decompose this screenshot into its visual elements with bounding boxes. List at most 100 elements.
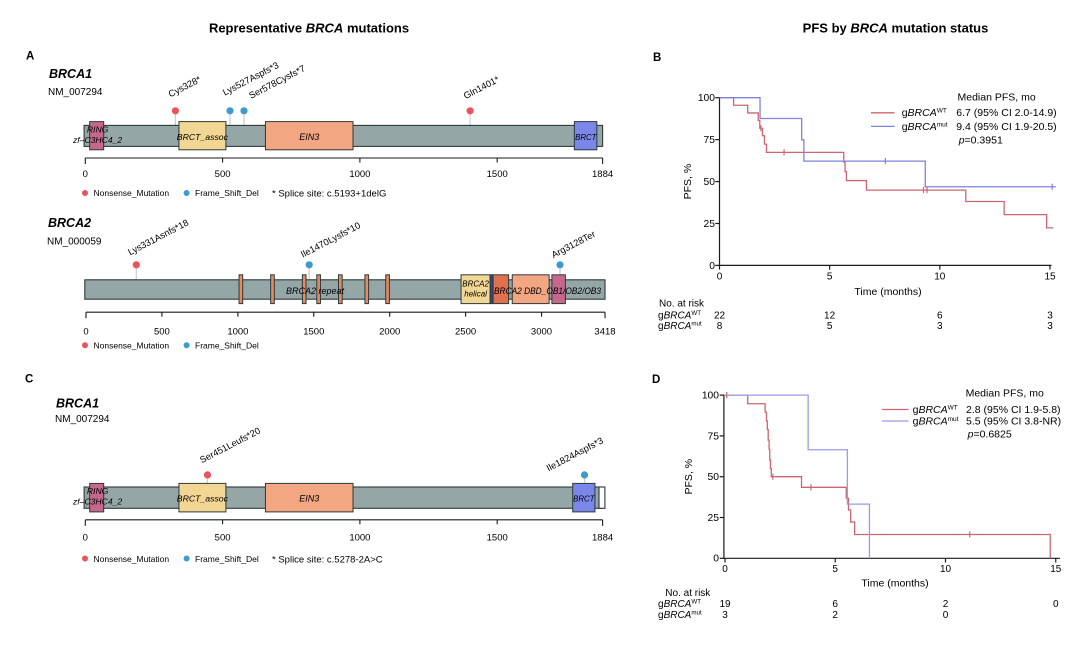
- svg-text:1500: 1500: [487, 169, 508, 180]
- svg-text:0: 0: [83, 327, 88, 338]
- svg-text:No. at risk: No. at risk: [659, 298, 705, 309]
- svg-text:gBRCAWT: gBRCAWT: [913, 404, 958, 416]
- svg-text:Representative BRCA mutations: Representative BRCA mutations: [209, 21, 409, 36]
- svg-text:12: 12: [824, 310, 836, 321]
- svg-text:9.4 (95% CI 1.9-20.5): 9.4 (95% CI 1.9-20.5): [956, 121, 1056, 133]
- svg-text:25: 25: [708, 513, 720, 524]
- svg-text:PFS, %: PFS, %: [682, 164, 694, 200]
- svg-text:0: 0: [722, 564, 728, 575]
- svg-text:50: 50: [708, 472, 720, 483]
- svg-text:p=0.3951: p=0.3951: [958, 134, 1003, 146]
- svg-text:BRCT_assoc: BRCT_assoc: [177, 132, 229, 142]
- svg-text:NM_007294: NM_007294: [55, 414, 110, 425]
- svg-text:helical: helical: [464, 290, 487, 299]
- svg-text:2: 2: [832, 610, 838, 621]
- svg-text:EIN3: EIN3: [299, 494, 319, 504]
- svg-text:0: 0: [943, 610, 949, 621]
- svg-text:500: 500: [215, 169, 231, 180]
- svg-text:0: 0: [709, 261, 715, 272]
- svg-text:gBRCAWT: gBRCAWT: [658, 310, 701, 321]
- svg-text:BRCA1: BRCA1: [49, 67, 92, 81]
- svg-text:BRCA1: BRCA1: [56, 397, 99, 411]
- svg-text:1000: 1000: [227, 327, 248, 338]
- svg-text:5: 5: [827, 321, 833, 332]
- svg-text:6.7 (95% CI 2.0-14.9): 6.7 (95% CI 2.0-14.9): [956, 107, 1056, 119]
- svg-text:BRCA2 repeat: BRCA2 repeat: [286, 286, 345, 296]
- svg-text:Frame_Shift_Del: Frame_Shift_Del: [195, 341, 259, 351]
- svg-text:PFS by BRCA mutation status: PFS by BRCA mutation status: [803, 21, 989, 36]
- svg-text:* Splice site: c.5193+1delG: * Splice site: c.5193+1delG: [272, 189, 386, 200]
- svg-text:D: D: [652, 374, 660, 386]
- svg-text:RING: RING: [87, 124, 109, 134]
- svg-text:Median PFS, mo: Median PFS, mo: [958, 91, 1036, 103]
- svg-text:zf–C3HC4_2: zf–C3HC4_2: [72, 497, 122, 507]
- svg-text:zf–C3HC4_2: zf–C3HC4_2: [72, 135, 122, 145]
- svg-text:Frame_Shift_Del: Frame_Shift_Del: [195, 554, 259, 564]
- svg-text:gBRCAmut: gBRCAmut: [658, 321, 702, 332]
- svg-text:75: 75: [708, 431, 720, 442]
- svg-text:50: 50: [704, 177, 716, 188]
- svg-text:Nonsense_Mutation: Nonsense_Mutation: [94, 341, 170, 351]
- svg-text:2.8 (95% CI 1.9-5.8): 2.8 (95% CI 1.9-5.8): [966, 404, 1061, 416]
- svg-text:0: 0: [83, 169, 88, 180]
- svg-text:3: 3: [1047, 321, 1053, 332]
- svg-text:BRCA2: BRCA2: [48, 216, 91, 230]
- svg-text:3: 3: [937, 321, 943, 332]
- svg-text:B: B: [653, 52, 661, 64]
- svg-text:2500: 2500: [455, 327, 476, 338]
- svg-text:100: 100: [698, 93, 715, 104]
- svg-text:100: 100: [702, 391, 719, 402]
- svg-text:3: 3: [722, 610, 728, 621]
- svg-text:C: C: [25, 374, 33, 386]
- svg-text:2: 2: [943, 599, 949, 610]
- svg-text:19: 19: [719, 599, 731, 610]
- svg-text:gBRCAWT: gBRCAWT: [902, 107, 947, 119]
- svg-text:BRCA2 DBD_OB1/OB2/OB3: BRCA2 DBD_OB1/OB2/OB3: [494, 286, 601, 296]
- svg-text:1500: 1500: [303, 327, 324, 338]
- svg-text:10: 10: [940, 564, 952, 575]
- svg-text:* Splice site: c.5278-2A>C: * Splice site: c.5278-2A>C: [272, 554, 383, 565]
- svg-text:1500: 1500: [487, 533, 508, 544]
- svg-text:10: 10: [934, 272, 946, 283]
- svg-text:15: 15: [1044, 272, 1056, 283]
- svg-text:0: 0: [1053, 599, 1059, 610]
- svg-text:BRCT: BRCT: [575, 133, 597, 142]
- svg-text:5.5 (95% CI 3.8-NR): 5.5 (95% CI 3.8-NR): [966, 416, 1061, 428]
- svg-text:RING: RING: [87, 486, 109, 496]
- svg-text:Frame_Shift_Del: Frame_Shift_Del: [195, 188, 259, 198]
- svg-text:Nonsense_Mutation: Nonsense_Mutation: [94, 188, 170, 198]
- svg-text:PFS, %: PFS, %: [683, 459, 695, 495]
- svg-text:EIN3: EIN3: [299, 132, 319, 142]
- svg-text:NM_000059: NM_000059: [47, 237, 102, 248]
- svg-text:5: 5: [832, 564, 838, 575]
- svg-text:1884: 1884: [592, 533, 613, 544]
- svg-text:3000: 3000: [531, 327, 552, 338]
- svg-text:Median PFS, mo: Median PFS, mo: [966, 388, 1044, 400]
- svg-text:15: 15: [1050, 564, 1062, 575]
- svg-text:75: 75: [704, 135, 716, 146]
- svg-text:No. at risk: No. at risk: [665, 588, 711, 599]
- svg-text:BRCA2: BRCA2: [462, 280, 489, 289]
- svg-text:6: 6: [832, 599, 838, 610]
- svg-text:8: 8: [717, 321, 723, 332]
- svg-text:p=0.6825: p=0.6825: [967, 429, 1012, 441]
- svg-text:BRCT_assoc: BRCT_assoc: [177, 494, 229, 504]
- svg-text:22: 22: [714, 310, 726, 321]
- svg-text:A: A: [26, 51, 34, 63]
- svg-text:1884: 1884: [592, 169, 613, 180]
- svg-text:Time (months): Time (months): [861, 578, 928, 590]
- svg-text:500: 500: [215, 533, 231, 544]
- svg-text:gBRCAmut: gBRCAmut: [902, 121, 948, 133]
- svg-text:1000: 1000: [349, 533, 370, 544]
- svg-text:gBRCAmut: gBRCAmut: [658, 610, 702, 621]
- svg-text:NM_007294: NM_007294: [48, 87, 103, 98]
- svg-text:0: 0: [717, 272, 723, 283]
- svg-text:gBRCAWT: gBRCAWT: [658, 599, 701, 610]
- svg-text:3: 3: [1047, 310, 1053, 321]
- svg-text:gBRCAmut: gBRCAmut: [913, 416, 959, 428]
- svg-text:1000: 1000: [349, 169, 370, 180]
- svg-text:0: 0: [83, 533, 88, 544]
- svg-text:Nonsense_Mutation: Nonsense_Mutation: [94, 554, 170, 564]
- svg-text:5: 5: [827, 272, 833, 283]
- svg-text:6: 6: [937, 310, 943, 321]
